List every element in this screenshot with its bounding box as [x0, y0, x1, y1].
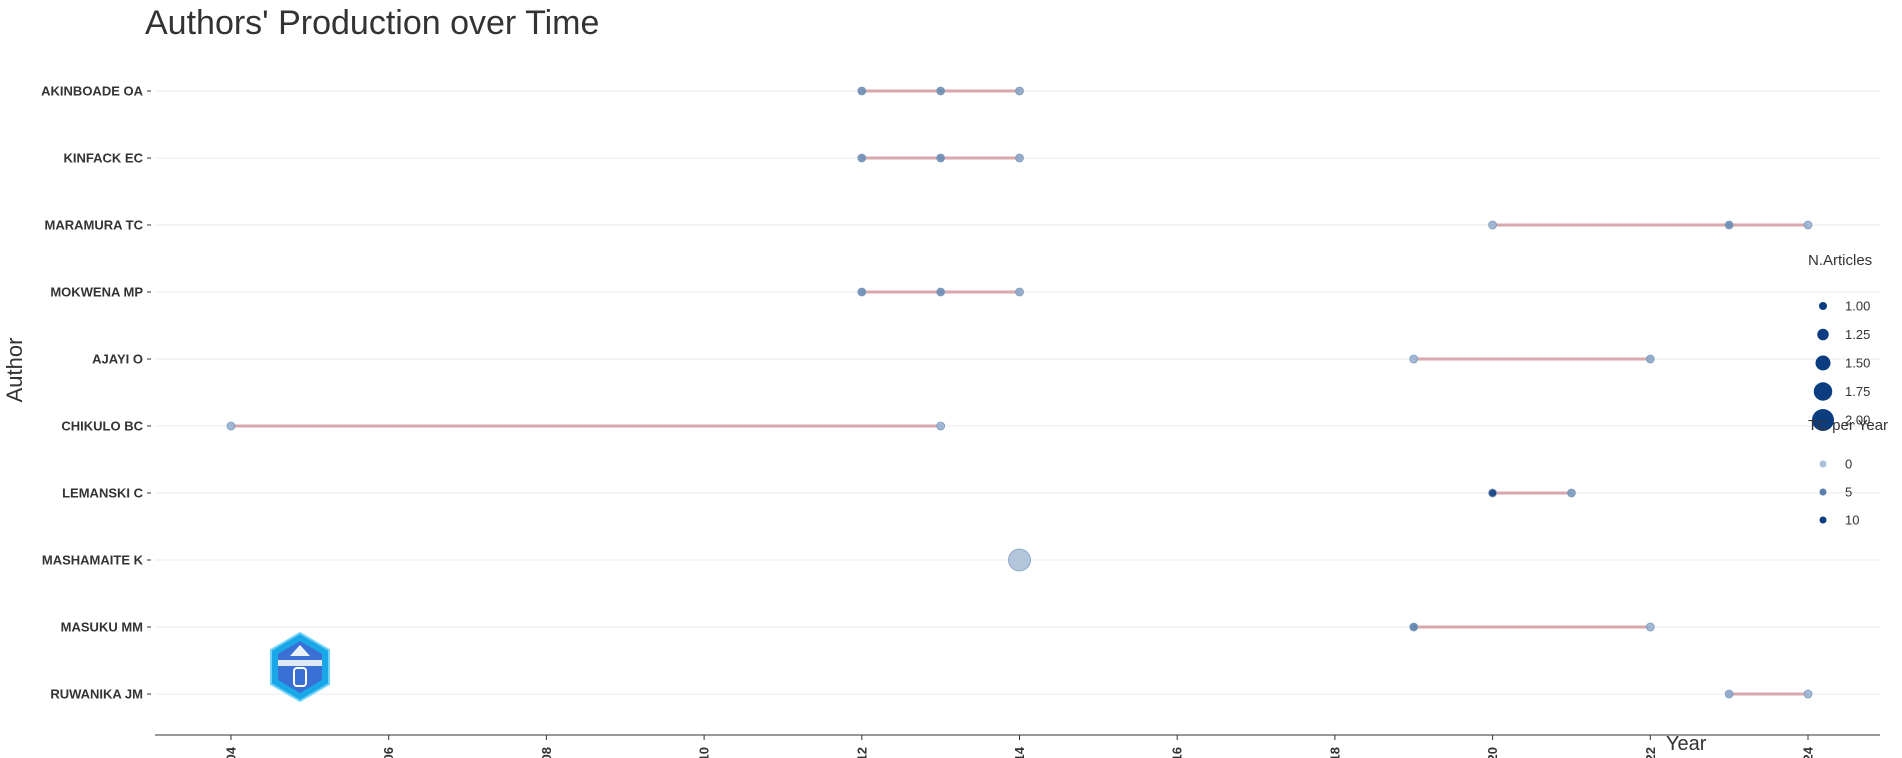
data-point — [1724, 689, 1734, 699]
legend-color-swatch — [1819, 460, 1827, 468]
x-tick-label: 2010 — [697, 747, 712, 758]
data-point — [857, 153, 867, 163]
legend-color-title: TC per Year — [1808, 417, 1888, 434]
data-point — [1015, 287, 1024, 297]
legend-size-title: N.Articles — [1808, 252, 1872, 269]
author-label: CHIKULO BC — [61, 419, 143, 434]
data-point — [1008, 548, 1031, 572]
legend-size-items: 1.00 1.25 1.50 1.75 2.00 — [1812, 299, 1870, 431]
legend-size-label: 1.25 — [1845, 327, 1870, 342]
data-point — [1409, 354, 1419, 364]
legend-size-swatch — [1813, 382, 1833, 401]
data-point — [857, 86, 867, 96]
x-tick-label: 2008 — [539, 747, 554, 758]
gridlines — [155, 90, 1880, 695]
legend-color-label: 10 — [1845, 513, 1859, 528]
legend-color-swatch — [1819, 516, 1827, 524]
x-tick-label: 2018 — [1327, 747, 1342, 758]
author-label: MOKWENA MP — [50, 285, 143, 300]
author-label: AJAYI O — [92, 352, 143, 367]
bibliometrix-logo-icon — [270, 631, 330, 703]
y-axis-title: Author — [2, 338, 27, 403]
data-point — [1803, 689, 1813, 699]
x-tick-label: 2004 — [224, 746, 239, 758]
x-tick-label: 2012 — [854, 747, 869, 758]
x-tick-label: 2016 — [1170, 747, 1185, 758]
author-label: AKINBOADE OA — [41, 84, 143, 99]
author-label: LEMANSKI C — [62, 486, 144, 501]
chart-title: Authors' Production over Time — [145, 4, 599, 42]
x-tick-label: 2024 — [1801, 746, 1816, 758]
x-tick-label: 2006 — [381, 747, 396, 758]
legend-size-label: 2.00 — [1845, 413, 1870, 428]
data-point — [1803, 220, 1813, 230]
author-label: RUWANIKA JM — [50, 687, 143, 702]
x-tick-label: 2014 — [1012, 746, 1027, 758]
data-point — [1409, 622, 1419, 632]
x-axis-title: Year — [1666, 733, 1707, 755]
data-point — [1015, 153, 1024, 163]
legend-color-label: 5 — [1845, 485, 1852, 500]
x-tick-label: 2020 — [1485, 747, 1500, 758]
legend-size-swatch — [1812, 409, 1834, 431]
legend-size-swatch — [1819, 302, 1827, 310]
legend-color-items: 0 5 10 — [1819, 457, 1859, 528]
legend-size-swatch — [1815, 355, 1831, 371]
legend-size-label: 1.75 — [1845, 384, 1870, 399]
data-point — [1724, 220, 1734, 230]
data-point — [1015, 86, 1024, 96]
data-points — [226, 86, 1813, 699]
legend-color-swatch — [1819, 488, 1827, 496]
author-label: MARAMURA TC — [45, 218, 144, 233]
legend: N.Articles 1.00 1.25 1.50 1.75 2.00 TC per Y… — [1808, 252, 1888, 528]
x-axis: 2004 2006 2008 2010 2012 2014 2016 2018 2020 2022… — [155, 734, 1880, 758]
author-label: MASHAMAITE K — [42, 553, 144, 568]
author-segments — [231, 89, 1808, 696]
data-point — [857, 287, 867, 297]
data-point — [1567, 488, 1576, 498]
legend-size-label: 1.00 — [1845, 299, 1870, 314]
data-point — [936, 287, 946, 297]
data-point — [1488, 220, 1497, 230]
author-label: KINFACK EC — [64, 151, 144, 166]
data-point — [936, 86, 946, 96]
legend-size-label: 1.50 — [1845, 356, 1870, 371]
legend-size-swatch — [1817, 328, 1829, 341]
data-point — [936, 421, 946, 431]
author-label: MASUKU MM — [61, 620, 143, 635]
data-point — [936, 153, 946, 163]
y-axis: AKINBOADE OA KINFACK EC MARAMURA TC MOKWENA… — [41, 84, 151, 702]
data-point — [1488, 488, 1497, 498]
x-tick-label: 2022 — [1643, 747, 1658, 758]
data-point — [226, 421, 236, 431]
data-point — [1645, 354, 1655, 364]
data-point — [1645, 622, 1655, 632]
legend-color-label: 0 — [1845, 457, 1852, 472]
